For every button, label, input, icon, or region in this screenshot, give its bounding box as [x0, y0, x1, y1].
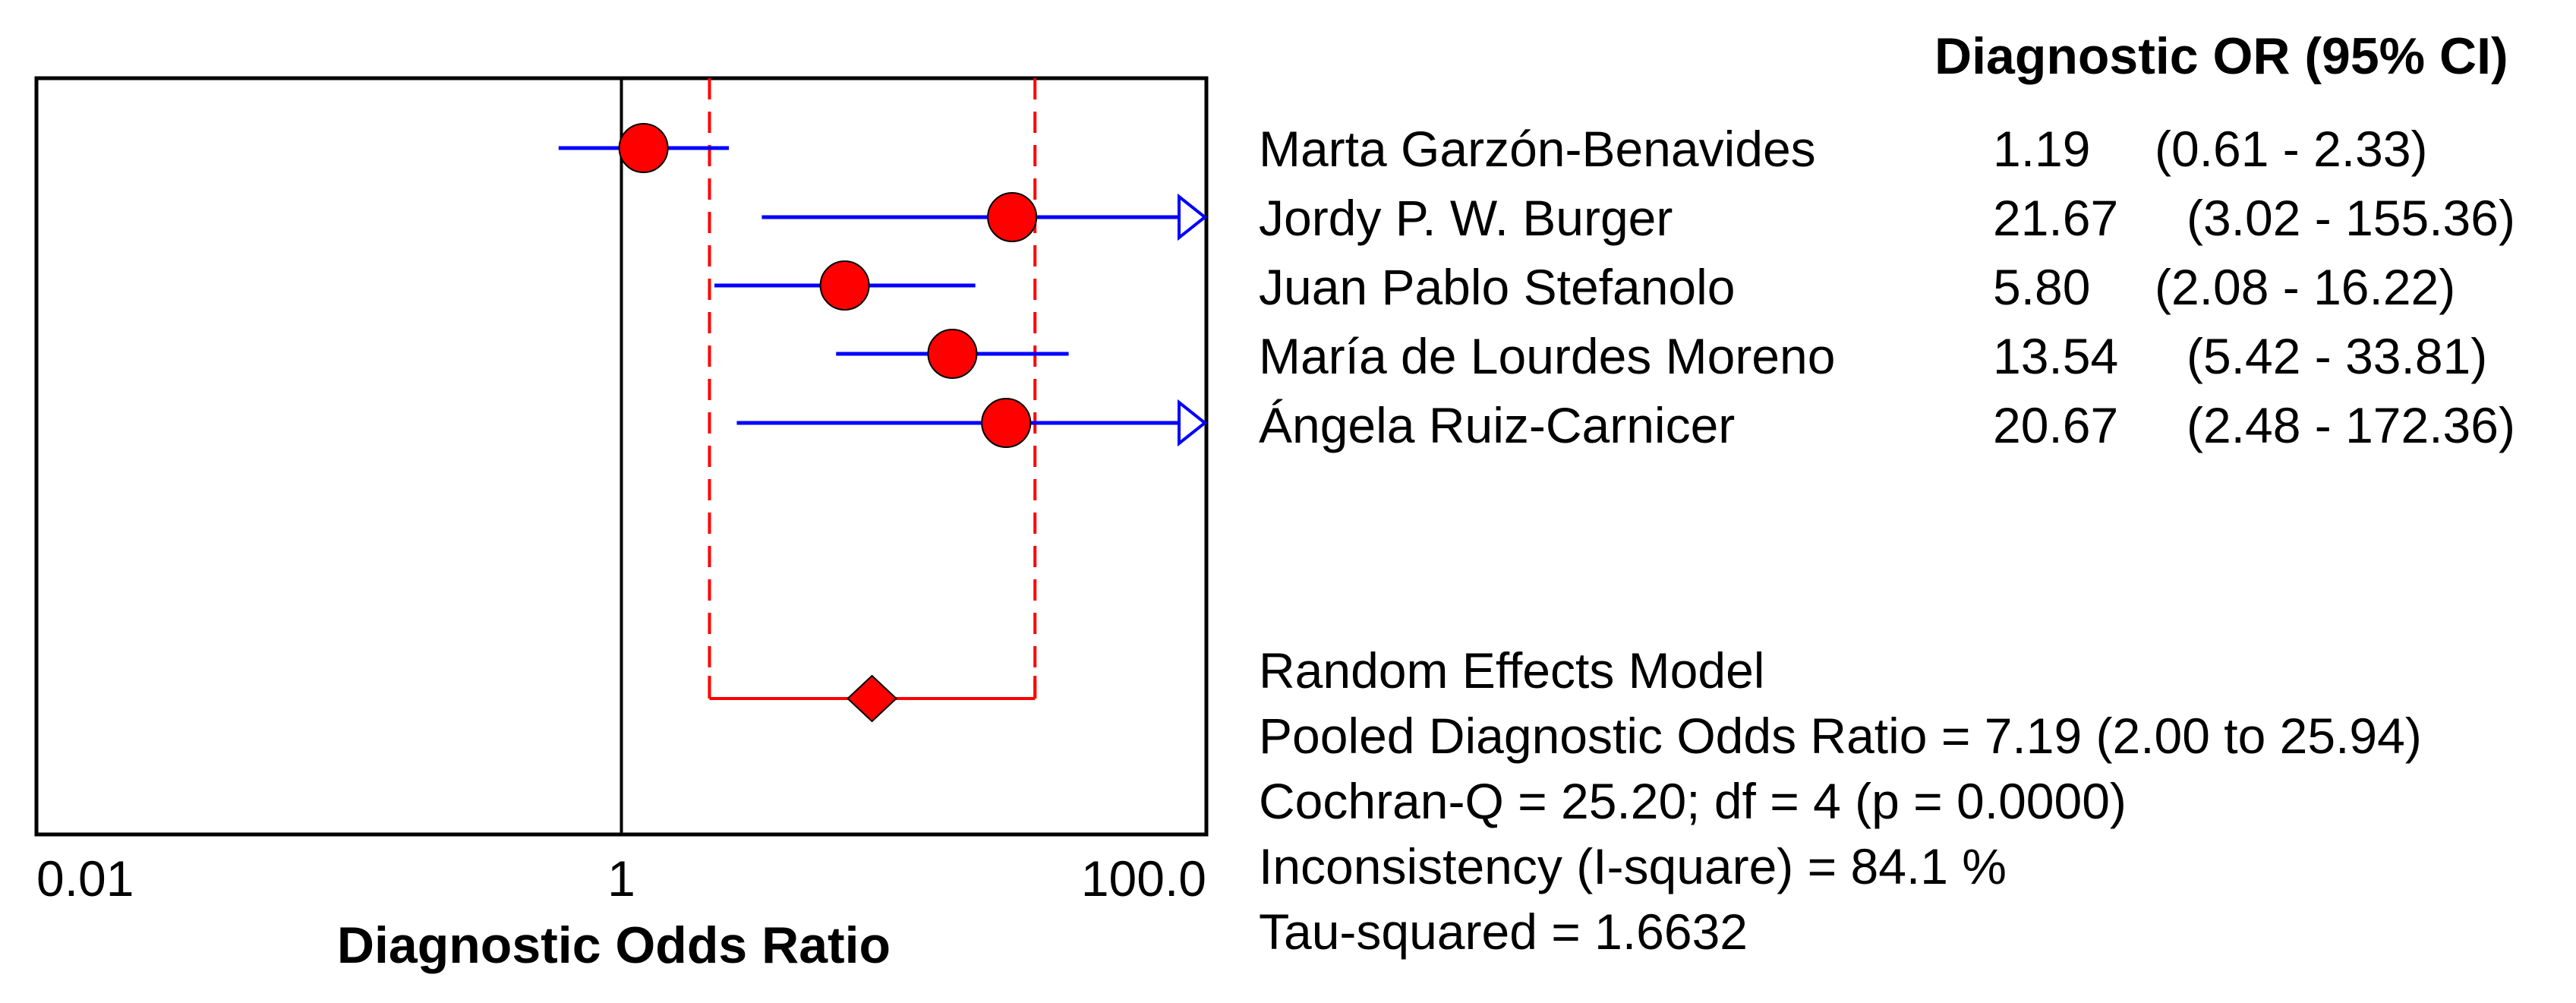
column-header: Diagnostic OR (95% CI) [1934, 27, 2508, 85]
study-marker [618, 123, 669, 173]
study-name: María de Lourdes Moreno [1259, 328, 1836, 384]
pooled-diamond [847, 674, 898, 723]
study-or: 21.67 [1993, 190, 2119, 246]
ci-arrow [1178, 193, 1208, 241]
study-marker [927, 329, 978, 379]
study-ci: (2.08 - 16.22) [2155, 259, 2456, 315]
model-label: Random Effects Model [1259, 642, 1765, 699]
study-or: 5.80 [1993, 259, 2091, 315]
study-ci: (3.02 - 155.36) [2187, 190, 2515, 246]
inconsistency-text: Inconsistency (I-square) = 84.1 % [1259, 838, 2007, 894]
study-name: Juan Pablo Stefanolo [1259, 259, 1736, 315]
cochran-q-text: Cochran-Q = 25.20; df = 4 (p = 0.0000) [1259, 773, 2127, 829]
forest-plot: 0.01 1 100.0 Diagnostic Odds Ratio [34, 76, 1209, 974]
study-or: 1.19 [1993, 121, 2091, 177]
x-tick-label: 100.0 [1081, 850, 1206, 907]
study-marker [819, 260, 870, 311]
study-marker [981, 398, 1032, 448]
pooled-estimate-text: Pooled Diagnostic Odds Ratio = 7.19 (2.0… [1259, 708, 2422, 764]
study-name: Ángela Ruiz-Carnicer [1259, 397, 1736, 453]
study-ci: (0.61 - 2.33) [2155, 121, 2428, 177]
x-tick-label: 1 [607, 850, 635, 907]
study-or: 13.54 [1993, 328, 2119, 384]
study-ci: (2.48 - 172.36) [2187, 397, 2515, 453]
x-tick-label: 0.01 [36, 850, 134, 907]
study-name: Marta Garzón-Benavides [1259, 121, 1816, 177]
study-marker [987, 192, 1038, 242]
tau-squared-text: Tau-squared = 1.6632 [1259, 904, 1748, 960]
ci-arrow [1178, 399, 1208, 447]
x-axis-title: Diagnostic Odds Ratio [337, 916, 891, 974]
study-ci: (5.42 - 33.81) [2187, 328, 2488, 384]
study-name: Jordy P. W. Burger [1259, 190, 1673, 246]
study-or: 20.67 [1993, 397, 2119, 453]
